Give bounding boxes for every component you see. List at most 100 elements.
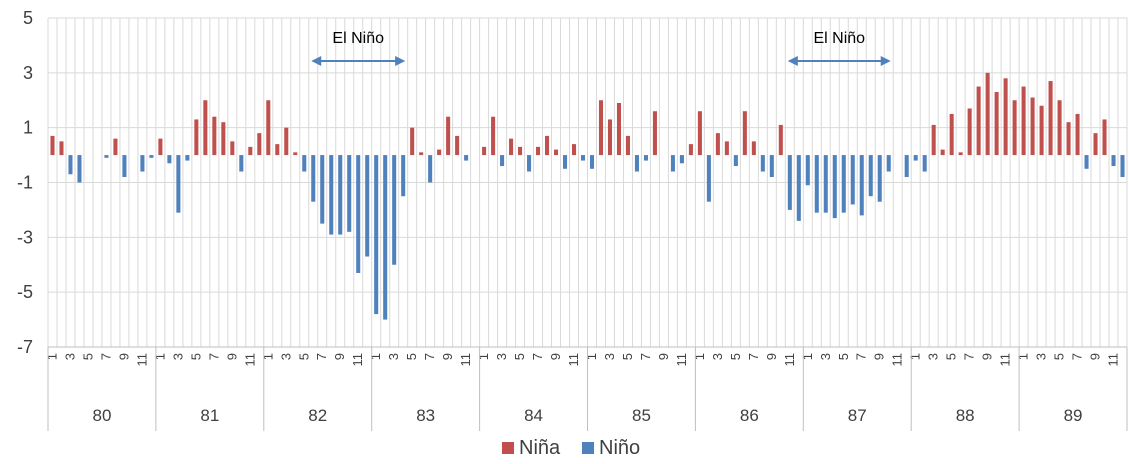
bar — [68, 155, 73, 175]
bar — [1111, 155, 1116, 167]
bar — [464, 155, 469, 161]
y-tick-label: -3 — [17, 227, 33, 247]
legend: Niña Niño — [502, 437, 640, 459]
month-tick-label: 7 — [314, 353, 329, 360]
month-tick-label: 9 — [440, 353, 455, 360]
bar — [239, 155, 244, 172]
y-tick-label: 1 — [23, 118, 33, 138]
year-label: 86 — [740, 406, 759, 425]
bar — [1120, 155, 1125, 178]
bar — [976, 86, 981, 156]
bar — [194, 119, 199, 156]
month-tick-label: 3 — [926, 353, 941, 360]
month-tick-label: 7 — [854, 353, 869, 360]
bar — [140, 155, 145, 172]
month-tick-label: 11 — [134, 353, 149, 367]
bar — [401, 155, 406, 197]
month-tick-label: 3 — [494, 353, 509, 360]
year-label: 88 — [956, 406, 975, 425]
y-tick-label: 3 — [23, 63, 33, 83]
bar — [122, 155, 127, 178]
bar — [1075, 113, 1080, 156]
year-label: 83 — [416, 406, 435, 425]
bar — [1093, 133, 1098, 156]
month-tick-label: 7 — [962, 353, 977, 360]
month-tick-label: 9 — [548, 353, 563, 360]
bar — [580, 155, 586, 161]
bar — [1021, 86, 1026, 156]
month-tick-label: 7 — [98, 353, 113, 360]
bar — [293, 152, 298, 156]
month-tick-label: 7 — [638, 353, 653, 360]
el-nino-annotation: El Niño — [813, 30, 865, 47]
bar — [428, 155, 433, 183]
year-label: 81 — [200, 406, 219, 425]
bar — [221, 122, 226, 156]
month-tick-label: 3 — [386, 353, 401, 360]
bar — [832, 155, 837, 219]
month-tick-label: 9 — [224, 353, 239, 360]
bar — [158, 138, 163, 156]
month-tick-label: 5 — [404, 353, 419, 360]
bar — [50, 135, 55, 156]
bar — [1084, 155, 1089, 169]
legend-swatch — [582, 442, 594, 454]
bar — [1003, 78, 1008, 156]
bar — [113, 138, 118, 156]
bar — [104, 155, 109, 158]
month-tick-label: 11 — [350, 353, 365, 367]
bar — [787, 155, 792, 210]
y-tick-label: -1 — [17, 173, 33, 193]
bar — [958, 152, 963, 156]
legend-label: Niño — [599, 437, 640, 459]
year-label: 89 — [1064, 406, 1083, 425]
bar — [329, 155, 334, 235]
plot-bars — [50, 72, 1125, 320]
month-tick-label: 9 — [764, 353, 779, 360]
bar — [949, 113, 954, 156]
bar — [715, 133, 720, 156]
bar — [338, 155, 343, 235]
bar — [823, 155, 828, 213]
bar — [634, 155, 639, 172]
month-tick-label: 9 — [980, 353, 995, 360]
month-tick-label: 11 — [242, 353, 257, 367]
bar — [383, 155, 388, 320]
bar — [607, 119, 613, 156]
legend-swatch — [502, 442, 514, 454]
month-tick-label: 1 — [44, 353, 59, 360]
y-tick-label: -5 — [17, 282, 33, 302]
bar — [347, 155, 352, 232]
month-tick-label: 11 — [566, 353, 581, 367]
month-tick-label: 11 — [890, 353, 905, 367]
bar — [257, 133, 262, 156]
bar — [1012, 100, 1017, 156]
month-tick-label: 1 — [368, 353, 383, 360]
bar — [77, 155, 82, 183]
year-label: 82 — [308, 406, 327, 425]
month-tick-label: 1 — [908, 353, 923, 360]
bar — [724, 141, 729, 156]
month-tick-label: 5 — [836, 353, 851, 360]
month-tick-label: 7 — [1070, 353, 1085, 360]
bar — [374, 155, 379, 315]
bar — [203, 100, 208, 156]
month-tick-label: 3 — [170, 353, 185, 360]
month-tick-label: 1 — [584, 353, 599, 360]
month-tick-label: 5 — [296, 353, 311, 360]
y-tick-label: 5 — [23, 8, 33, 28]
bar — [167, 155, 172, 164]
bar — [985, 72, 990, 156]
bar — [643, 155, 648, 161]
month-tick-label: 3 — [602, 353, 617, 360]
bar — [212, 116, 217, 156]
bar — [913, 155, 918, 161]
bar — [1066, 122, 1071, 156]
bar — [805, 155, 810, 186]
bar — [518, 146, 523, 156]
bar — [419, 152, 424, 156]
bar — [769, 155, 774, 178]
bar — [850, 155, 855, 205]
bar — [356, 155, 361, 273]
